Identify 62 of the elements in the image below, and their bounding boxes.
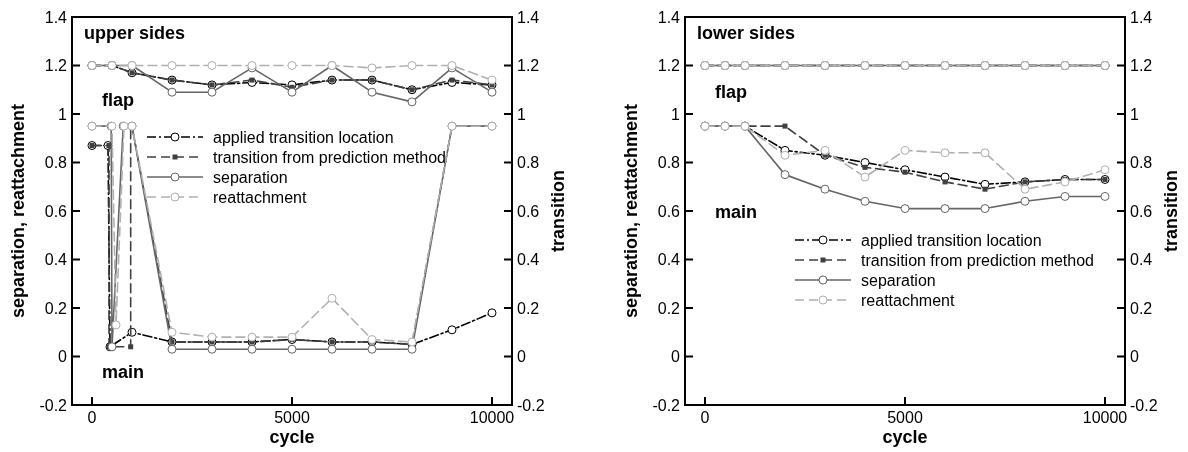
- annotation: flap: [715, 82, 748, 103]
- y-tick-label: 0: [671, 348, 681, 366]
- y-tick-label: 0.4: [44, 251, 68, 269]
- y2-tick-label: 0.2: [517, 299, 540, 317]
- annotation: flap: [102, 90, 135, 111]
- y2-tick-label: 1.2: [1130, 57, 1153, 75]
- legend-label: transition from prediction method: [861, 251, 1094, 269]
- y-tick-label: 0.8: [657, 154, 681, 172]
- y2-tick-label: 1: [1130, 105, 1139, 123]
- y-tick-label: 0.6: [657, 202, 681, 220]
- y-axis-title: separation, reattachment: [621, 103, 641, 319]
- x-tick-label: 0: [700, 409, 710, 426]
- y-tick-label: 0: [58, 348, 68, 366]
- legend-label: reattachment: [861, 291, 955, 309]
- legend-label: transition from prediction method: [213, 148, 446, 166]
- x-tick-label: 10000: [469, 409, 515, 426]
- x-axis-title: cycle: [882, 427, 928, 447]
- y2-axis-title: transition: [548, 169, 568, 253]
- x-tick-label: 0: [87, 409, 97, 426]
- annotation: main: [102, 362, 145, 383]
- y2-tick-label: 0.8: [517, 154, 540, 172]
- y-tick-label: -0.2: [39, 396, 68, 414]
- y2-tick-label: 0.6: [1130, 202, 1153, 220]
- y-tick-label: 1.2: [44, 57, 68, 75]
- x-tick-label: 10000: [1082, 409, 1128, 426]
- y-axis-title: separation, reattachment: [8, 103, 28, 319]
- annotation: main: [715, 202, 758, 223]
- y-tick-label: 1: [671, 105, 681, 123]
- y-tick-label: 0.8: [44, 154, 68, 172]
- y2-tick-label: 0: [517, 348, 526, 366]
- chart-title: lower sides: [697, 23, 796, 43]
- y2-tick-label: 1: [517, 105, 526, 123]
- y2-tick-label: 0.6: [517, 202, 540, 220]
- x-tick-label: 5000: [887, 409, 923, 426]
- y2-tick-label: 1.4: [517, 8, 540, 26]
- y2-tick-label: 0: [1130, 348, 1139, 366]
- y-tick-label: -0.2: [652, 396, 681, 414]
- y2-tick-label: -0.2: [517, 396, 545, 414]
- y2-tick-label: -0.2: [1130, 396, 1158, 414]
- y-tick-label: 0.2: [44, 299, 68, 317]
- y-tick-label: 1: [58, 105, 68, 123]
- y2-tick-label: 1.4: [1130, 8, 1153, 26]
- legend-label: separation: [213, 168, 288, 186]
- y2-tick-label: 0.8: [1130, 154, 1153, 172]
- y2-axis-title: transition: [1161, 169, 1181, 253]
- legend-label: applied transition location: [213, 128, 394, 146]
- x-axis-title: cycle: [269, 427, 315, 447]
- legend-label: reattachment: [213, 188, 307, 206]
- y-tick-label: 1.2: [657, 57, 681, 75]
- y2-tick-label: 0.4: [1130, 251, 1153, 269]
- legend-label: separation: [861, 271, 936, 289]
- y-tick-label: 1.4: [657, 8, 681, 26]
- y2-tick-label: 0.4: [517, 251, 540, 269]
- y-tick-label: 0.6: [44, 202, 68, 220]
- x-tick-label: 5000: [274, 409, 310, 426]
- y-tick-label: 0.2: [657, 299, 681, 317]
- y2-tick-label: 1.2: [517, 57, 540, 75]
- y-tick-label: 1.4: [44, 8, 68, 26]
- y2-tick-label: 0.2: [1130, 299, 1153, 317]
- y-tick-label: 0.4: [657, 251, 681, 269]
- chart-title: upper sides: [84, 23, 186, 43]
- legend-label: applied transition location: [861, 231, 1042, 249]
